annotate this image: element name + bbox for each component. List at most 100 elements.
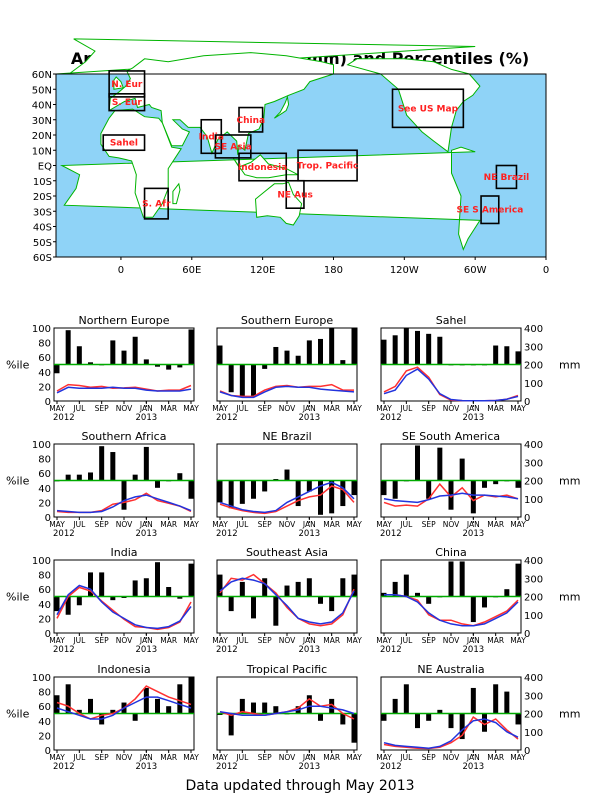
percentile-bar: [99, 572, 105, 597]
region-box: S. Afr: [142, 187, 171, 220]
x-year-label: 2012: [380, 413, 402, 423]
percentile-bar: [76, 709, 82, 714]
percentile-bar: [392, 335, 398, 365]
x-tick-label: MAY: [346, 404, 362, 413]
pct-tick-label: 80: [38, 455, 51, 466]
percentile-bar: [121, 596, 127, 598]
region-rect: [297, 149, 358, 182]
x-tick-label: NOV: [116, 404, 133, 413]
normal-line: [384, 593, 519, 627]
pct-tick-label: 80: [38, 571, 51, 582]
percentile-bar: [239, 698, 245, 714]
percentile-bar: [262, 480, 268, 492]
x-year-label: 2013: [463, 529, 485, 539]
x-tick-label: JAN: [466, 404, 480, 413]
percentile-bar: [470, 687, 476, 714]
x-tick-label: MAR: [487, 520, 504, 529]
percentile-bar: [110, 452, 116, 481]
mm-tick-label: 400: [524, 556, 543, 567]
pct-tick-label: 80: [38, 339, 51, 350]
pct-tick-label: 100: [32, 324, 51, 335]
mm-tick-label: 200: [524, 477, 543, 488]
percentile-bar: [88, 472, 93, 481]
mm-tick-label: 100: [524, 379, 543, 390]
x-tick-label: MAR: [160, 753, 177, 762]
pct-tick-label: 80: [38, 688, 51, 699]
percentile-bar: [188, 480, 194, 499]
mm-tick-label: 100: [524, 611, 543, 622]
lon-tick-label: 0: [543, 265, 549, 276]
percentile-bar: [262, 364, 268, 369]
x-year-label: 2012: [53, 645, 75, 655]
mm-tick-label: 200: [524, 361, 543, 372]
normal-line: [219, 577, 355, 625]
panel-title: Southeast Asia: [246, 546, 328, 559]
lon-tick-label: 180: [324, 265, 343, 276]
percentile-bar: [273, 346, 279, 365]
x-tick-label: MAY: [212, 520, 228, 529]
percentile-bar: [228, 480, 234, 509]
percentile-bar: [459, 458, 465, 481]
panel-title: Southern Europe: [241, 314, 333, 327]
percentile-bar: [273, 706, 279, 714]
region-label: S. Eur: [112, 98, 143, 108]
percentile-bar: [504, 346, 510, 365]
mm-tick-label: 0: [524, 629, 530, 640]
percentile-bar: [482, 596, 487, 608]
x-tick-label: SEP: [258, 520, 272, 529]
x-tick-label: JUL: [72, 636, 86, 645]
percentile-bar: [318, 596, 323, 604]
panel-title: Sahel: [436, 314, 467, 327]
x-year-label: 2012: [216, 413, 238, 423]
x-year-label: 2013: [136, 645, 158, 655]
panel-title: China: [435, 546, 466, 559]
percentile-bar: [295, 581, 301, 597]
percentile-bar: [217, 713, 223, 715]
lat-tick-label: EQ: [38, 162, 52, 173]
percentile-bar: [217, 574, 223, 597]
x-tick-label: MAY: [510, 404, 526, 413]
region-box: Sahel: [102, 134, 146, 152]
percentile-bar: [228, 713, 234, 736]
pct-tick-label: 60: [38, 469, 51, 480]
x-tick-label: JAN: [139, 753, 153, 762]
x-year-label: 2012: [216, 762, 238, 772]
x-tick-label: SEP: [95, 753, 109, 762]
percentile-bar: [76, 474, 82, 481]
percentile-bar: [329, 596, 335, 612]
x-tick-label: JUL: [72, 520, 86, 529]
mm-tick-label: 0: [524, 746, 530, 757]
pct-tick-label: 40: [38, 600, 51, 611]
lat-tick-label: 50S: [33, 238, 52, 249]
percentile-bar: [381, 339, 387, 365]
pct-tick-label: 20: [38, 731, 51, 742]
normal-line: [219, 481, 355, 514]
mm-tick-label: 400: [524, 440, 543, 451]
x-tick-label: MAY: [212, 404, 228, 413]
region-box: SE Asia: [214, 134, 252, 159]
world-map: 60N 50N 40N 30N 20N 10N EQ 10S 20S 30S 40S 50S 60S 0…: [32, 38, 549, 276]
observed-line: [56, 586, 192, 631]
percentile-bar: [392, 480, 398, 499]
percentile-bar: [132, 580, 138, 597]
x-year-label: 2012: [380, 762, 402, 772]
pct-tick-label: 0: [45, 397, 51, 408]
percentile-bar: [504, 589, 510, 597]
mm-axis-label: mm: [559, 708, 580, 721]
x-tick-label: MAY: [376, 636, 392, 645]
percentile-bar: [54, 364, 60, 374]
pct-axis-label: %ile: [6, 708, 30, 721]
percentile-bar: [318, 338, 323, 365]
region-rect: [238, 106, 264, 133]
x-tick-label: MAY: [183, 753, 199, 762]
percentile-bar: [381, 713, 387, 721]
